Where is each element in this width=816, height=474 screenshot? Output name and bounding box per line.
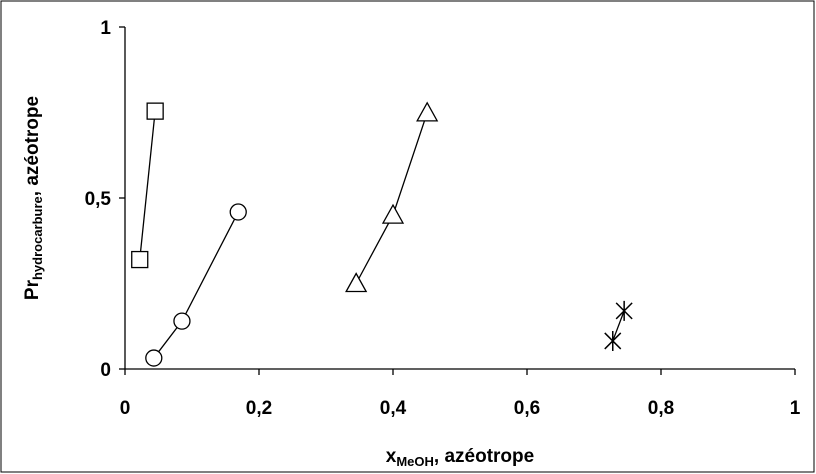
triangle-marker xyxy=(416,101,439,122)
series-line xyxy=(612,310,625,342)
x-tick-label: 0,4 xyxy=(380,398,407,419)
x-tick-label: 0,6 xyxy=(514,398,540,419)
y-tick-label: 0,5 xyxy=(85,189,112,210)
square-marker xyxy=(146,102,164,120)
x-label-rest: , azéotrope xyxy=(434,446,534,467)
x-axis-label: xMeOH, azéotrope xyxy=(386,446,534,469)
x-tick-label: 0 xyxy=(120,398,131,419)
y-label-main: Pr xyxy=(22,279,43,300)
y-tick-label: 1 xyxy=(100,18,111,39)
x-label-sub: MeOH xyxy=(396,454,434,469)
circle-marker xyxy=(173,312,191,330)
y-label-rest: , azéotrope xyxy=(22,96,43,196)
star-marker xyxy=(604,330,622,351)
x-tick-label: 1 xyxy=(790,398,801,419)
y-tick-label: 0 xyxy=(100,360,111,381)
triangle-marker xyxy=(381,203,405,224)
triangle-marker xyxy=(345,272,368,293)
y-label-sub: hydrocarbure xyxy=(30,196,45,280)
series-line xyxy=(139,111,156,260)
circle-marker xyxy=(229,203,247,221)
circle-marker xyxy=(145,349,163,367)
star-marker xyxy=(615,300,633,321)
x-label-main: x xyxy=(386,446,397,467)
x-tick-label: 0,8 xyxy=(648,398,674,419)
x-tick-label: 0,2 xyxy=(246,398,272,419)
square-marker xyxy=(131,250,149,269)
y-axis-label: Prhydrocarbure, azéotrope xyxy=(22,96,45,300)
